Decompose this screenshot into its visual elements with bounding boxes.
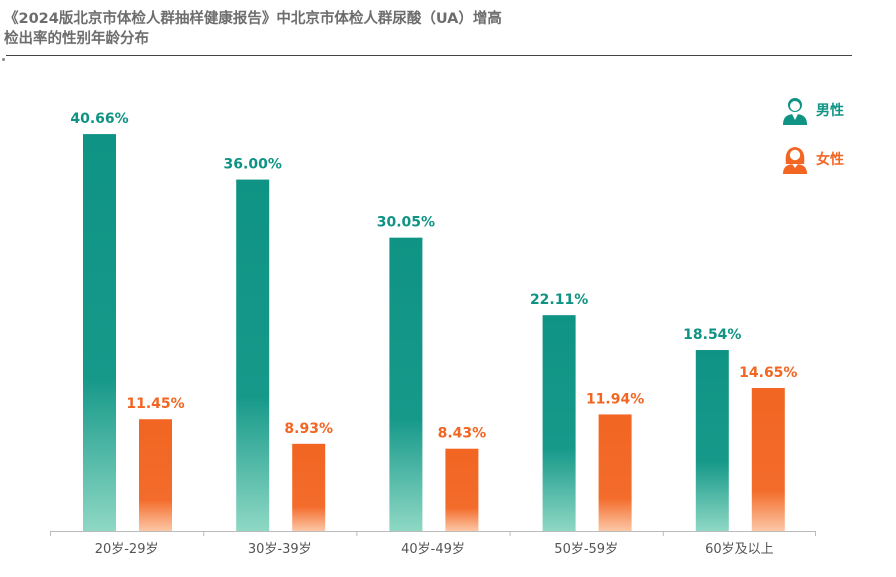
divider-dot (2, 58, 5, 61)
male-bar (542, 315, 576, 531)
female-data-label: 8.93% (284, 421, 333, 437)
female-bar (445, 448, 479, 531)
female-bar (598, 414, 632, 531)
male-data-label: 36.00% (224, 157, 282, 173)
female-bar (751, 387, 785, 531)
female-bar (292, 443, 326, 531)
male-bar (389, 237, 423, 531)
x-tick-label: 50岁-59岁 (554, 542, 618, 557)
legend-female-label: 女性 (816, 152, 844, 168)
female-bar (139, 419, 172, 531)
male-bar (236, 179, 270, 532)
chart-title-line-1: 《2024版北京市体检人群抽样健康报告》中北京市体检人群尿酸（UA）增高 (4, 11, 502, 27)
male-data-label: 40.66% (70, 111, 128, 127)
x-tick-label: 60岁及以上 (705, 542, 774, 557)
male-bar (695, 350, 729, 531)
x-tick-label: 20岁-29岁 (95, 542, 159, 557)
female-data-label: 11.45% (126, 396, 184, 412)
female-person-icon (783, 147, 807, 174)
chart-title: 《2024版北京市体检人群抽样健康报告》中北京市体检人群尿酸（UA）增高 检出率… (4, 9, 864, 49)
legend-female: 女性 (782, 143, 872, 175)
x-tick-label: 30岁-39岁 (248, 542, 312, 557)
female-data-label: 14.65% (739, 365, 797, 381)
legend-male: 男性 (782, 94, 872, 126)
male-data-label: 30.05% (377, 215, 435, 231)
title-divider (6, 55, 852, 56)
male-data-label: 18.54% (683, 327, 741, 343)
male-bar (83, 134, 116, 532)
female-data-label: 11.94% (586, 391, 644, 407)
male-data-label: 22.11% (530, 292, 588, 308)
chart-title-line-2: 检出率的性别年龄分布 (4, 31, 149, 47)
female-data-label: 8.43% (438, 426, 487, 442)
x-tick-label: 40岁-49岁 (401, 542, 465, 557)
legend-male-label: 男性 (816, 103, 844, 119)
male-person-icon (783, 98, 807, 125)
